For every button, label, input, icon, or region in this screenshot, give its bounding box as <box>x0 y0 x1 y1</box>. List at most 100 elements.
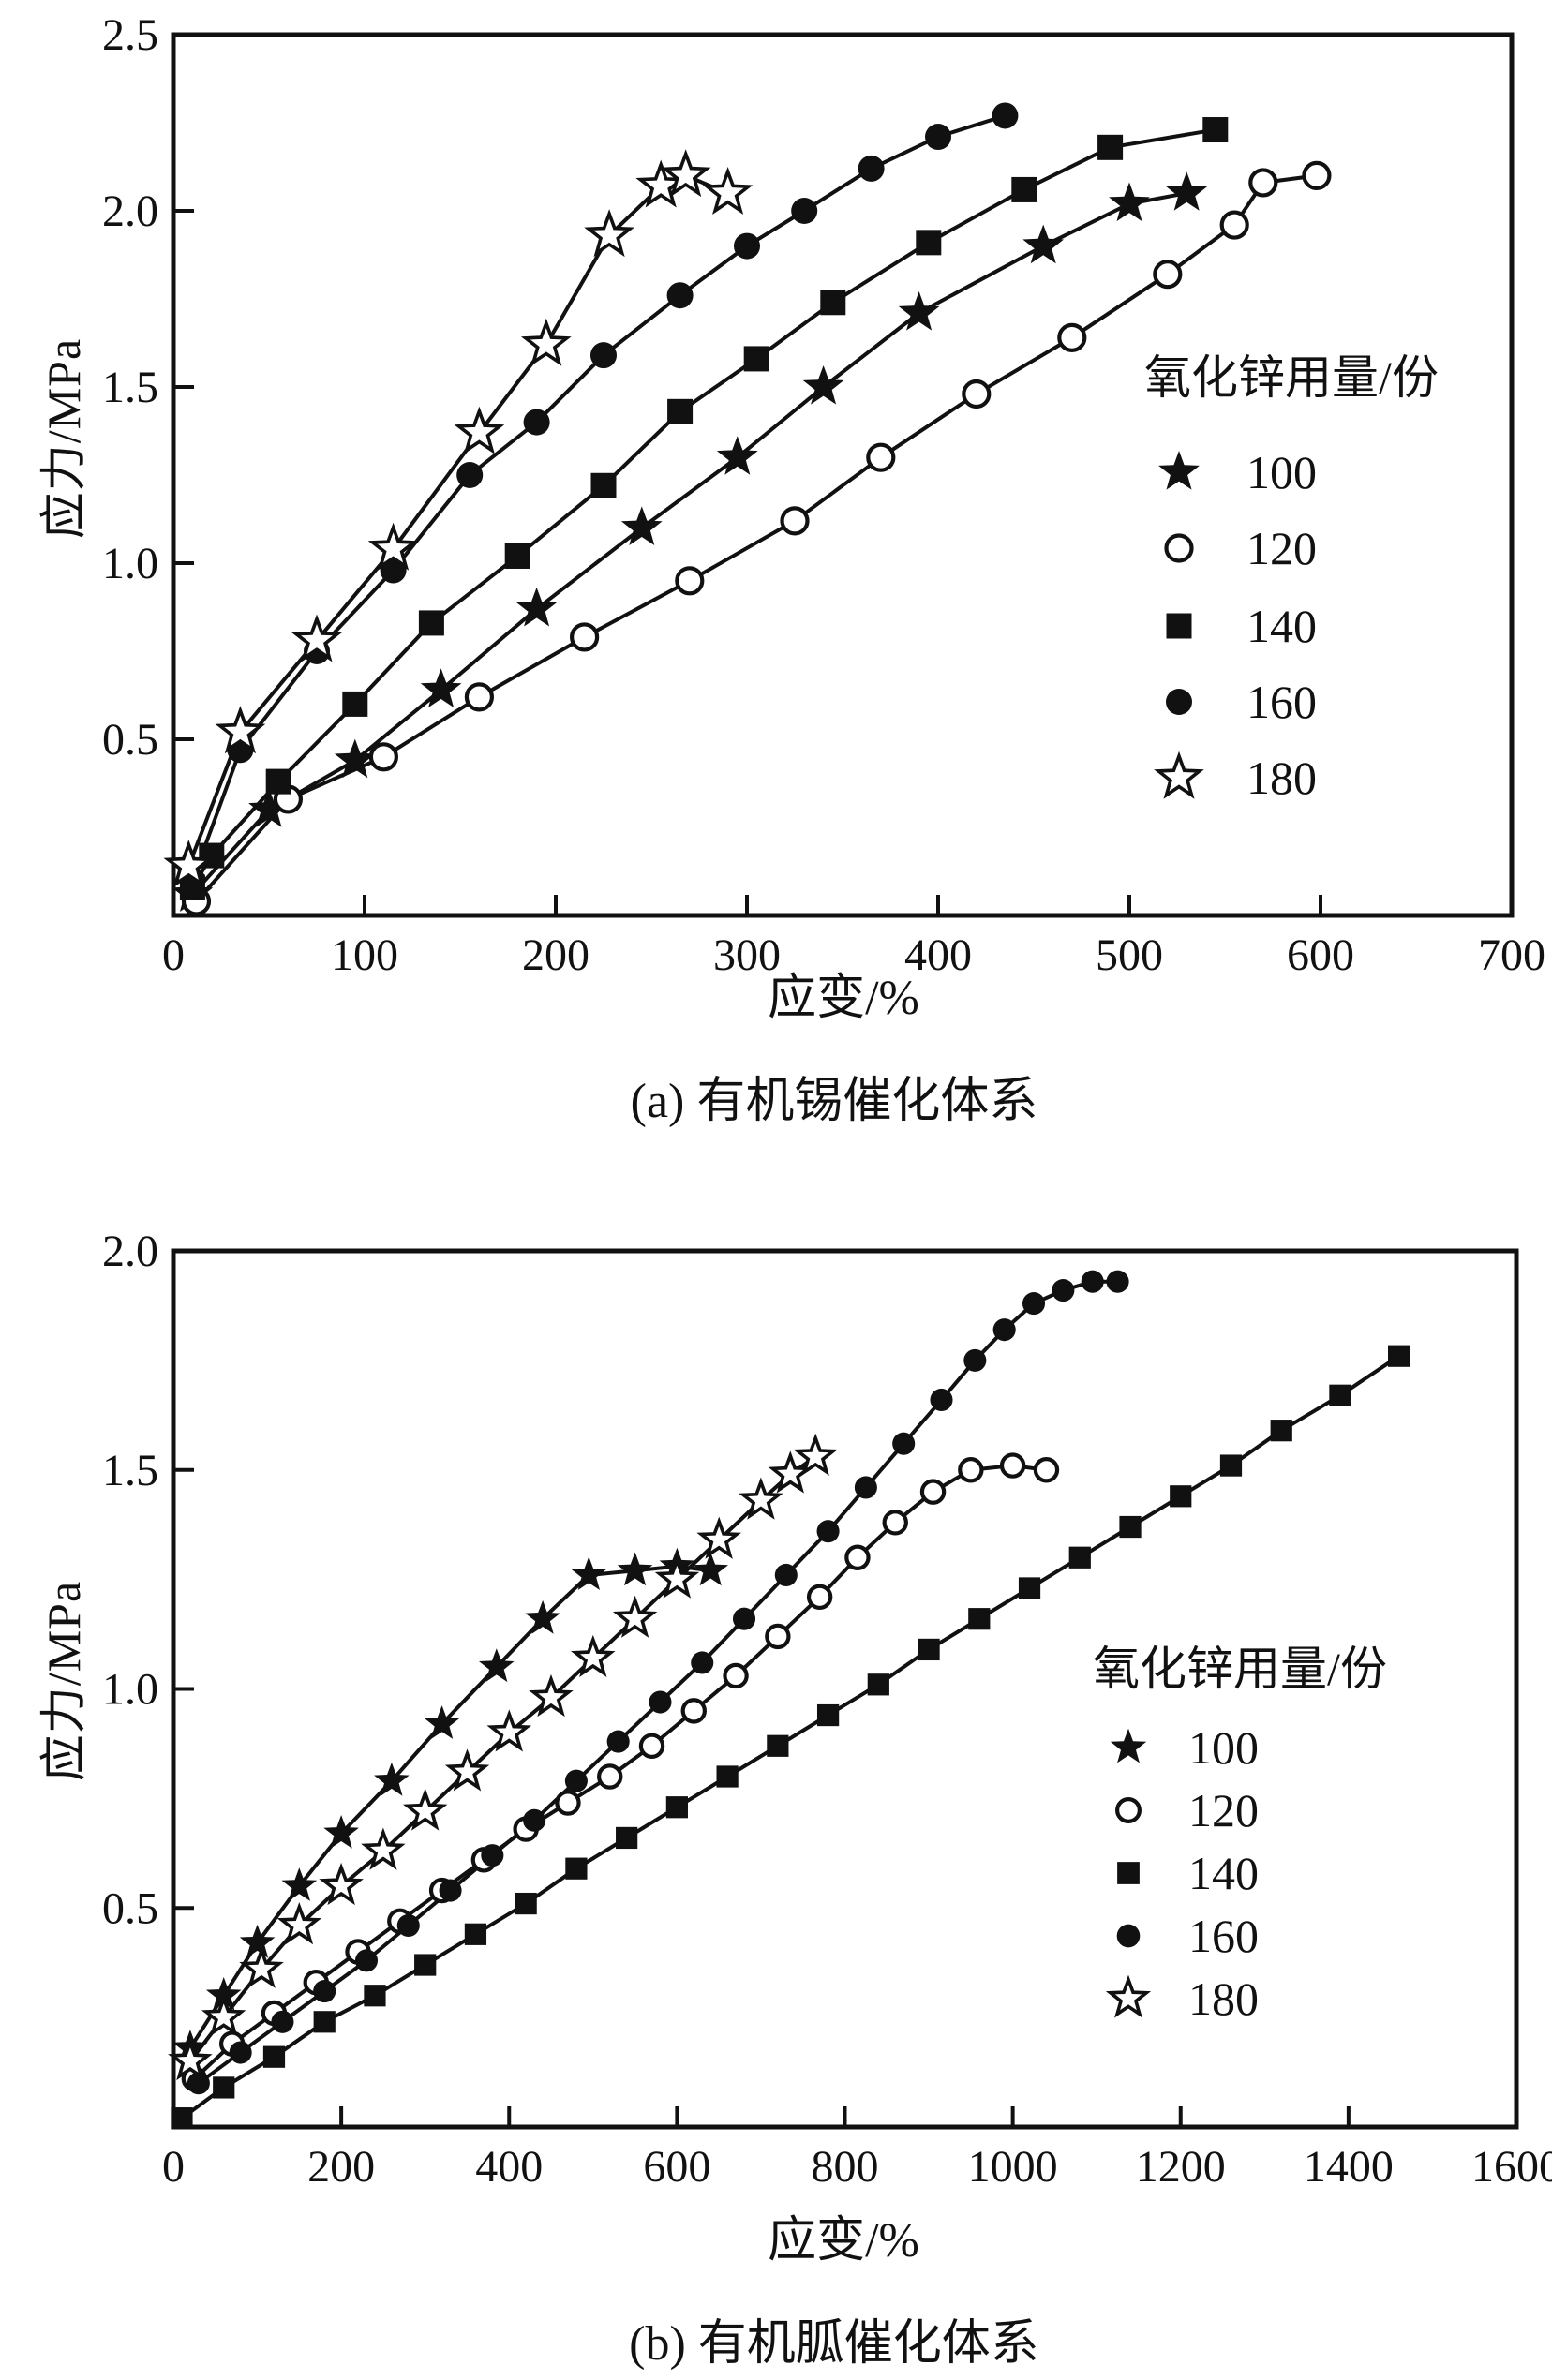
marker-circle-filled <box>791 198 818 224</box>
chart-b-organoguanidine: 0 200 400 600 800 1000 1200 1400 1600 0.5 1.0 1.5 2.… <box>0 1190 1552 2380</box>
marker-star-filled <box>716 436 758 475</box>
marker-circle-open <box>958 1457 984 1483</box>
marker-circle-filled <box>963 1348 987 1372</box>
legend-marker-circle-open <box>1115 1797 1142 1823</box>
marker-circle-open <box>780 506 810 536</box>
legend-label: 140 <box>1188 1847 1259 1899</box>
marker-star-open <box>276 1902 322 1945</box>
marker-star-open <box>529 1673 574 1718</box>
marker-circle-open <box>569 622 600 652</box>
chart-a-canvas: 0 100 200 300 400 500 600 700 0.5 1.0 1.5 2.0 2.5 氧化锌… <box>102 10 1545 980</box>
marker-star-open <box>486 1709 532 1752</box>
chart-b-canvas: 0 200 400 600 800 1000 1200 1400 1600 0.5 1.0 1.5 2.… <box>102 1227 1552 2192</box>
marker-square-filled <box>342 691 368 717</box>
marker-star-filled <box>617 1552 653 1586</box>
marker-circle-open <box>1033 1457 1060 1483</box>
marker-star-open <box>163 840 215 888</box>
x-tick-label: 500 <box>1096 930 1163 980</box>
marker-square-filled <box>916 230 942 256</box>
marker-square-filled <box>665 1796 688 1819</box>
marker-square-filled <box>1097 134 1124 160</box>
chart-b-ylabel: 应力/MPa <box>37 1580 90 1782</box>
marker-circle-filled <box>590 342 617 369</box>
marker-star-filled <box>334 738 376 779</box>
legend-a: 氧化锌用量/份 100 120 140 160 180 <box>1144 351 1439 804</box>
x-tick-label: 400 <box>904 930 972 980</box>
legend-marker-circle-filled <box>1116 1924 1141 1948</box>
marker-star-open <box>702 166 754 215</box>
marker-star-filled <box>898 291 940 331</box>
marker-circle-open <box>638 1733 665 1759</box>
x-tick-label: 400 <box>475 2142 543 2192</box>
marker-star-filled <box>525 1599 560 1634</box>
y-tick-label: 1.5 <box>102 363 158 412</box>
y-tick-label: 0.5 <box>102 1883 158 1933</box>
marker-star-open <box>454 406 505 454</box>
marker-square-filled <box>213 2076 235 2099</box>
marker-star-open <box>239 1945 284 1988</box>
y-tick-label: 1.5 <box>102 1446 158 1495</box>
marker-star-filled <box>479 1648 515 1683</box>
marker-circle-filled <box>930 1388 953 1411</box>
chart-b-xlabel: 应变/% <box>768 2214 919 2268</box>
series-markers-160 <box>187 1270 1129 2095</box>
legend-label: 140 <box>1246 600 1317 652</box>
marker-circle-filled <box>925 124 951 151</box>
series-line-120 <box>192 1464 1049 2081</box>
marker-circle-filled <box>992 102 1019 129</box>
marker-star-open <box>361 1827 406 1870</box>
marker-circle-filled <box>854 1476 877 1499</box>
series-markers-180 <box>168 1433 838 2081</box>
legend-label: 100 <box>1246 446 1317 498</box>
marker-circle-filled <box>732 1607 756 1630</box>
y-tick-label: 0.5 <box>102 715 158 765</box>
marker-circle-filled <box>606 1730 630 1753</box>
chart-a-organotin: 0 100 200 300 400 500 600 700 0.5 1.0 1.5 2.0 2.5 氧化锌… <box>37 10 1545 1128</box>
marker-star-open <box>768 1450 813 1494</box>
x-tick-label: 1000 <box>968 2142 1058 2192</box>
marker-star-open <box>571 1634 616 1678</box>
marker-star-open <box>654 1555 700 1599</box>
marker-square-filled <box>1068 1546 1091 1569</box>
x-tick-label: 100 <box>331 930 398 980</box>
marker-circle-filled <box>858 155 885 182</box>
series-markers-180 <box>163 149 754 888</box>
marker-square-filled <box>816 1703 840 1727</box>
marker-square-filled <box>968 1608 991 1630</box>
marker-circle-filled <box>992 1318 1016 1342</box>
marker-star-filled <box>205 1977 242 2011</box>
marker-square-filled <box>171 2107 193 2130</box>
marker-square-filled <box>590 472 617 498</box>
legend-marker-star-open <box>1105 1974 1152 2018</box>
marker-star-open <box>168 2037 213 2081</box>
marker-circle-filled <box>523 1808 546 1832</box>
marker-star-filled <box>281 1867 318 1901</box>
marker-circle-filled <box>481 1844 504 1867</box>
marker-circle-open <box>882 1510 908 1536</box>
x-tick-label: 200 <box>307 2142 375 2192</box>
marker-square-filled <box>616 1826 638 1850</box>
marker-square-filled <box>262 2045 286 2068</box>
marker-star-filled <box>1166 171 1208 211</box>
marker-circle-open <box>464 682 494 712</box>
marker-circle-open <box>962 379 992 409</box>
x-tick-label: 200 <box>522 930 589 980</box>
marker-circle-filled <box>649 1690 672 1714</box>
marker-circle-filled <box>271 2010 294 2033</box>
chart-a-ylabel: 应力/MPa <box>37 337 90 540</box>
marker-square-filled <box>1018 1577 1041 1599</box>
marker-square-filled <box>767 1734 789 1757</box>
series-line-100 <box>190 191 1189 897</box>
legend-marker-circle-filled <box>1166 689 1192 715</box>
x-tick-label: 0 <box>162 2142 185 2192</box>
marker-square-filled <box>1202 117 1229 143</box>
marker-star-filled <box>424 1705 460 1739</box>
legend-label: 160 <box>1246 676 1317 728</box>
marker-square-filled <box>565 1857 588 1880</box>
marker-star-open <box>660 149 711 198</box>
x-tick-label: 600 <box>643 2142 710 2192</box>
marker-star-filled <box>248 788 290 827</box>
marker-square-filled <box>364 1985 386 2007</box>
marker-star-filled <box>323 1815 359 1849</box>
